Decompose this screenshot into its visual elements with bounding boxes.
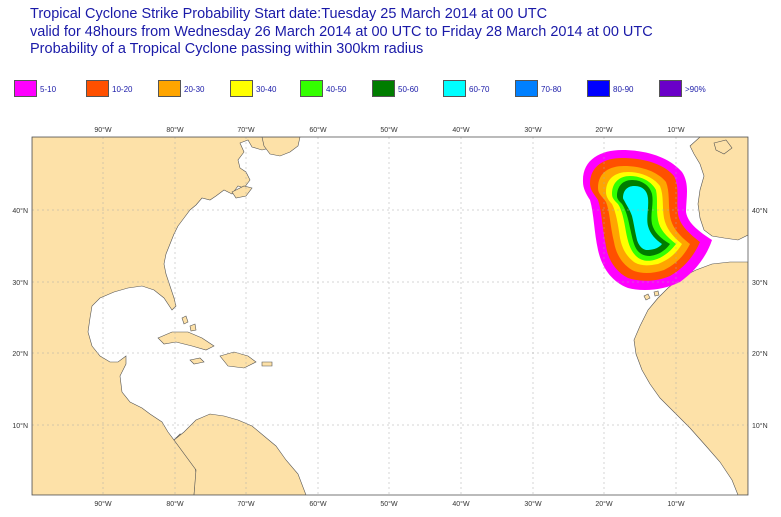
puerto-rico [261, 361, 273, 367]
legend-label: 20-30 [184, 85, 205, 94]
title-line-2: valid for 48hours from Wednesday 26 Marc… [30, 23, 653, 40]
legend-swatch [659, 80, 682, 97]
lon-label: 10°W [667, 126, 685, 134]
lon-label: 50°W [380, 500, 398, 508]
lon-label: 40°W [452, 126, 470, 134]
lon-label: 20°W [595, 500, 613, 508]
legend-swatch [14, 80, 37, 97]
legend-label: 30-40 [256, 85, 277, 94]
legend-label: 70-80 [541, 85, 562, 94]
legend-swatch [230, 80, 253, 97]
lon-label: 40°W [452, 500, 470, 508]
legend-label: 80-90 [613, 85, 634, 94]
legend-swatch [300, 80, 323, 97]
lon-label: 60°W [309, 500, 327, 508]
legend-label: >90% [685, 85, 706, 94]
legend-swatch [158, 80, 181, 97]
lon-label: 30°W [524, 126, 542, 134]
title-line-3: Probability of a Tropical Cyclone passin… [30, 41, 424, 57]
graticule [32, 137, 748, 495]
lat-label: 30°N [752, 279, 768, 287]
legend-label: 50-60 [398, 85, 419, 94]
lon-label: 60°W [309, 126, 327, 134]
lon-label: 70°W [237, 500, 255, 508]
lon-label: 90°W [94, 126, 112, 134]
legend-label: 5-10 [40, 85, 57, 94]
lat-label: 40°N [12, 207, 28, 215]
europe [689, 137, 748, 241]
bahamas [181, 315, 197, 332]
legend-swatch [372, 80, 395, 97]
lon-label: 90°W [94, 500, 112, 508]
lon-label: 70°W [237, 126, 255, 134]
band-60-70 [623, 186, 662, 250]
lon-labels-bottom: 90°W 80°W 70°W 60°W 50°W 40°W 30°W 20°W … [94, 500, 685, 508]
strike-probability-swath [582, 150, 712, 290]
jamaica [189, 357, 205, 365]
legend-swatch [587, 80, 610, 97]
lon-label: 10°W [667, 500, 685, 508]
map-frame [31, 136, 749, 496]
lat-label: 20°N [752, 350, 768, 358]
british-isles [713, 139, 733, 155]
legend-label: 10-20 [112, 85, 133, 94]
lon-labels-top: 90°W 80°W 70°W 60°W 50°W 40°W 30°W 20°W … [94, 126, 685, 134]
lon-label: 80°W [166, 500, 184, 508]
lat-label: 10°N [752, 422, 768, 430]
lon-label: 50°W [380, 126, 398, 134]
legend-swatch [443, 80, 466, 97]
nova-scotia [231, 185, 253, 199]
lat-label: 40°N [752, 207, 768, 215]
lat-label: 20°N [12, 350, 28, 358]
lon-label: 20°W [595, 126, 613, 134]
south-america [173, 413, 307, 495]
legend-label: 40-50 [326, 85, 347, 94]
legend-label: 60-70 [469, 85, 490, 94]
chart-title: Tropical Cyclone Strike Probability Star… [30, 6, 653, 59]
probability-legend: 5-10 10-20 20-30 30-40 40-50 50-60 60-70… [14, 80, 774, 100]
legend-swatch [86, 80, 109, 97]
lat-label: 10°N [12, 422, 28, 430]
cuba [157, 331, 215, 351]
canary-islands [643, 290, 660, 301]
lat-label: 30°N [12, 279, 28, 287]
hispaniola [219, 351, 257, 369]
legend-swatch [515, 80, 538, 97]
lon-label: 30°W [524, 500, 542, 508]
title-line-1: Tropical Cyclone Strike Probability Star… [30, 6, 548, 22]
lat-labels-right: 40°N 30°N 20°N 10°N [752, 207, 768, 430]
lon-label: 80°W [166, 126, 184, 134]
newfoundland [261, 137, 301, 157]
lat-labels-left: 40°N 30°N 20°N 10°N [12, 207, 28, 430]
